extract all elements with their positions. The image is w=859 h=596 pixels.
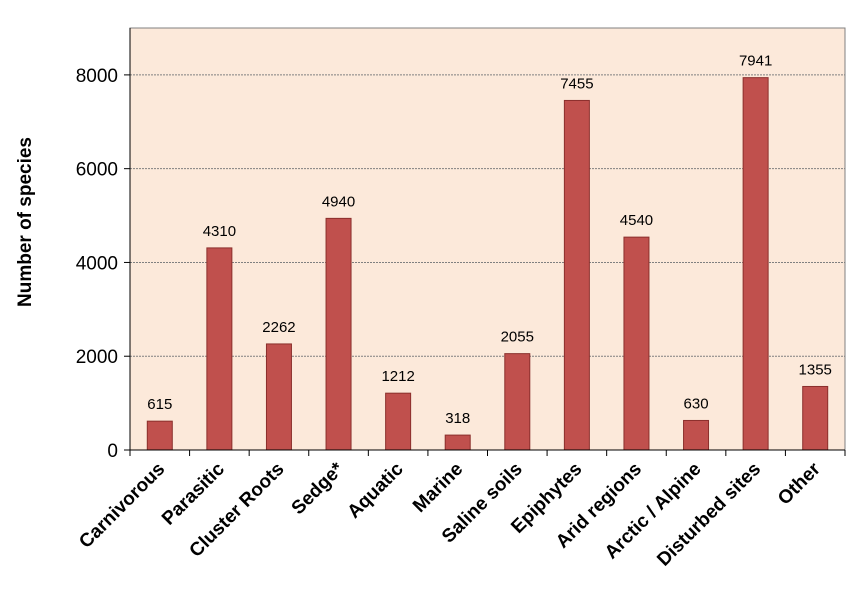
data-label: 1212 bbox=[381, 368, 414, 385]
bar bbox=[563, 99, 590, 451]
bar bbox=[623, 236, 650, 451]
y-tick-label: 4000 bbox=[76, 253, 118, 274]
data-label: 2055 bbox=[501, 329, 534, 346]
data-label: 7941 bbox=[739, 53, 772, 70]
x-tick-label: Disturbed sites bbox=[653, 459, 765, 571]
data-label: 4940 bbox=[322, 193, 355, 210]
bar bbox=[325, 217, 352, 451]
bar bbox=[742, 77, 769, 451]
x-tick-label: Other bbox=[774, 458, 825, 509]
plot-area bbox=[129, 27, 846, 451]
x-tick-label: Marine bbox=[409, 459, 467, 517]
gridlines bbox=[130, 74, 845, 357]
y-axis: 0 2000 4000 6000 8000 bbox=[76, 28, 131, 462]
data-labels: 615 4310 2262 4940 1212 318 2055 7455 4540 630 794… bbox=[147, 53, 832, 427]
bar bbox=[683, 419, 710, 451]
y-axis-title: Number of species bbox=[15, 137, 36, 307]
x-tick-label: Aquatic bbox=[344, 458, 408, 522]
bar bbox=[504, 353, 531, 451]
data-label: 1355 bbox=[799, 361, 832, 378]
x-tick-label: Sedge* bbox=[288, 458, 349, 519]
data-label: 2262 bbox=[262, 319, 295, 336]
data-label: 630 bbox=[684, 395, 709, 412]
data-label: 4540 bbox=[620, 212, 653, 229]
bar bbox=[206, 247, 233, 451]
bar bbox=[444, 434, 471, 451]
data-label: 615 bbox=[147, 396, 172, 413]
data-label: 4310 bbox=[203, 223, 236, 240]
bar bbox=[146, 420, 173, 451]
data-label: 318 bbox=[445, 410, 470, 427]
y-tick-label: 2000 bbox=[76, 347, 118, 368]
bar-series bbox=[146, 77, 829, 451]
y-tick-label: 6000 bbox=[76, 160, 118, 181]
bar bbox=[385, 392, 412, 451]
bar bbox=[802, 385, 829, 451]
bar bbox=[265, 343, 292, 451]
y-tick-label: 0 bbox=[107, 441, 118, 462]
y-tick-label: 8000 bbox=[76, 66, 118, 87]
data-label: 7455 bbox=[560, 75, 593, 92]
x-tick-label: Carnivorous bbox=[75, 459, 169, 553]
